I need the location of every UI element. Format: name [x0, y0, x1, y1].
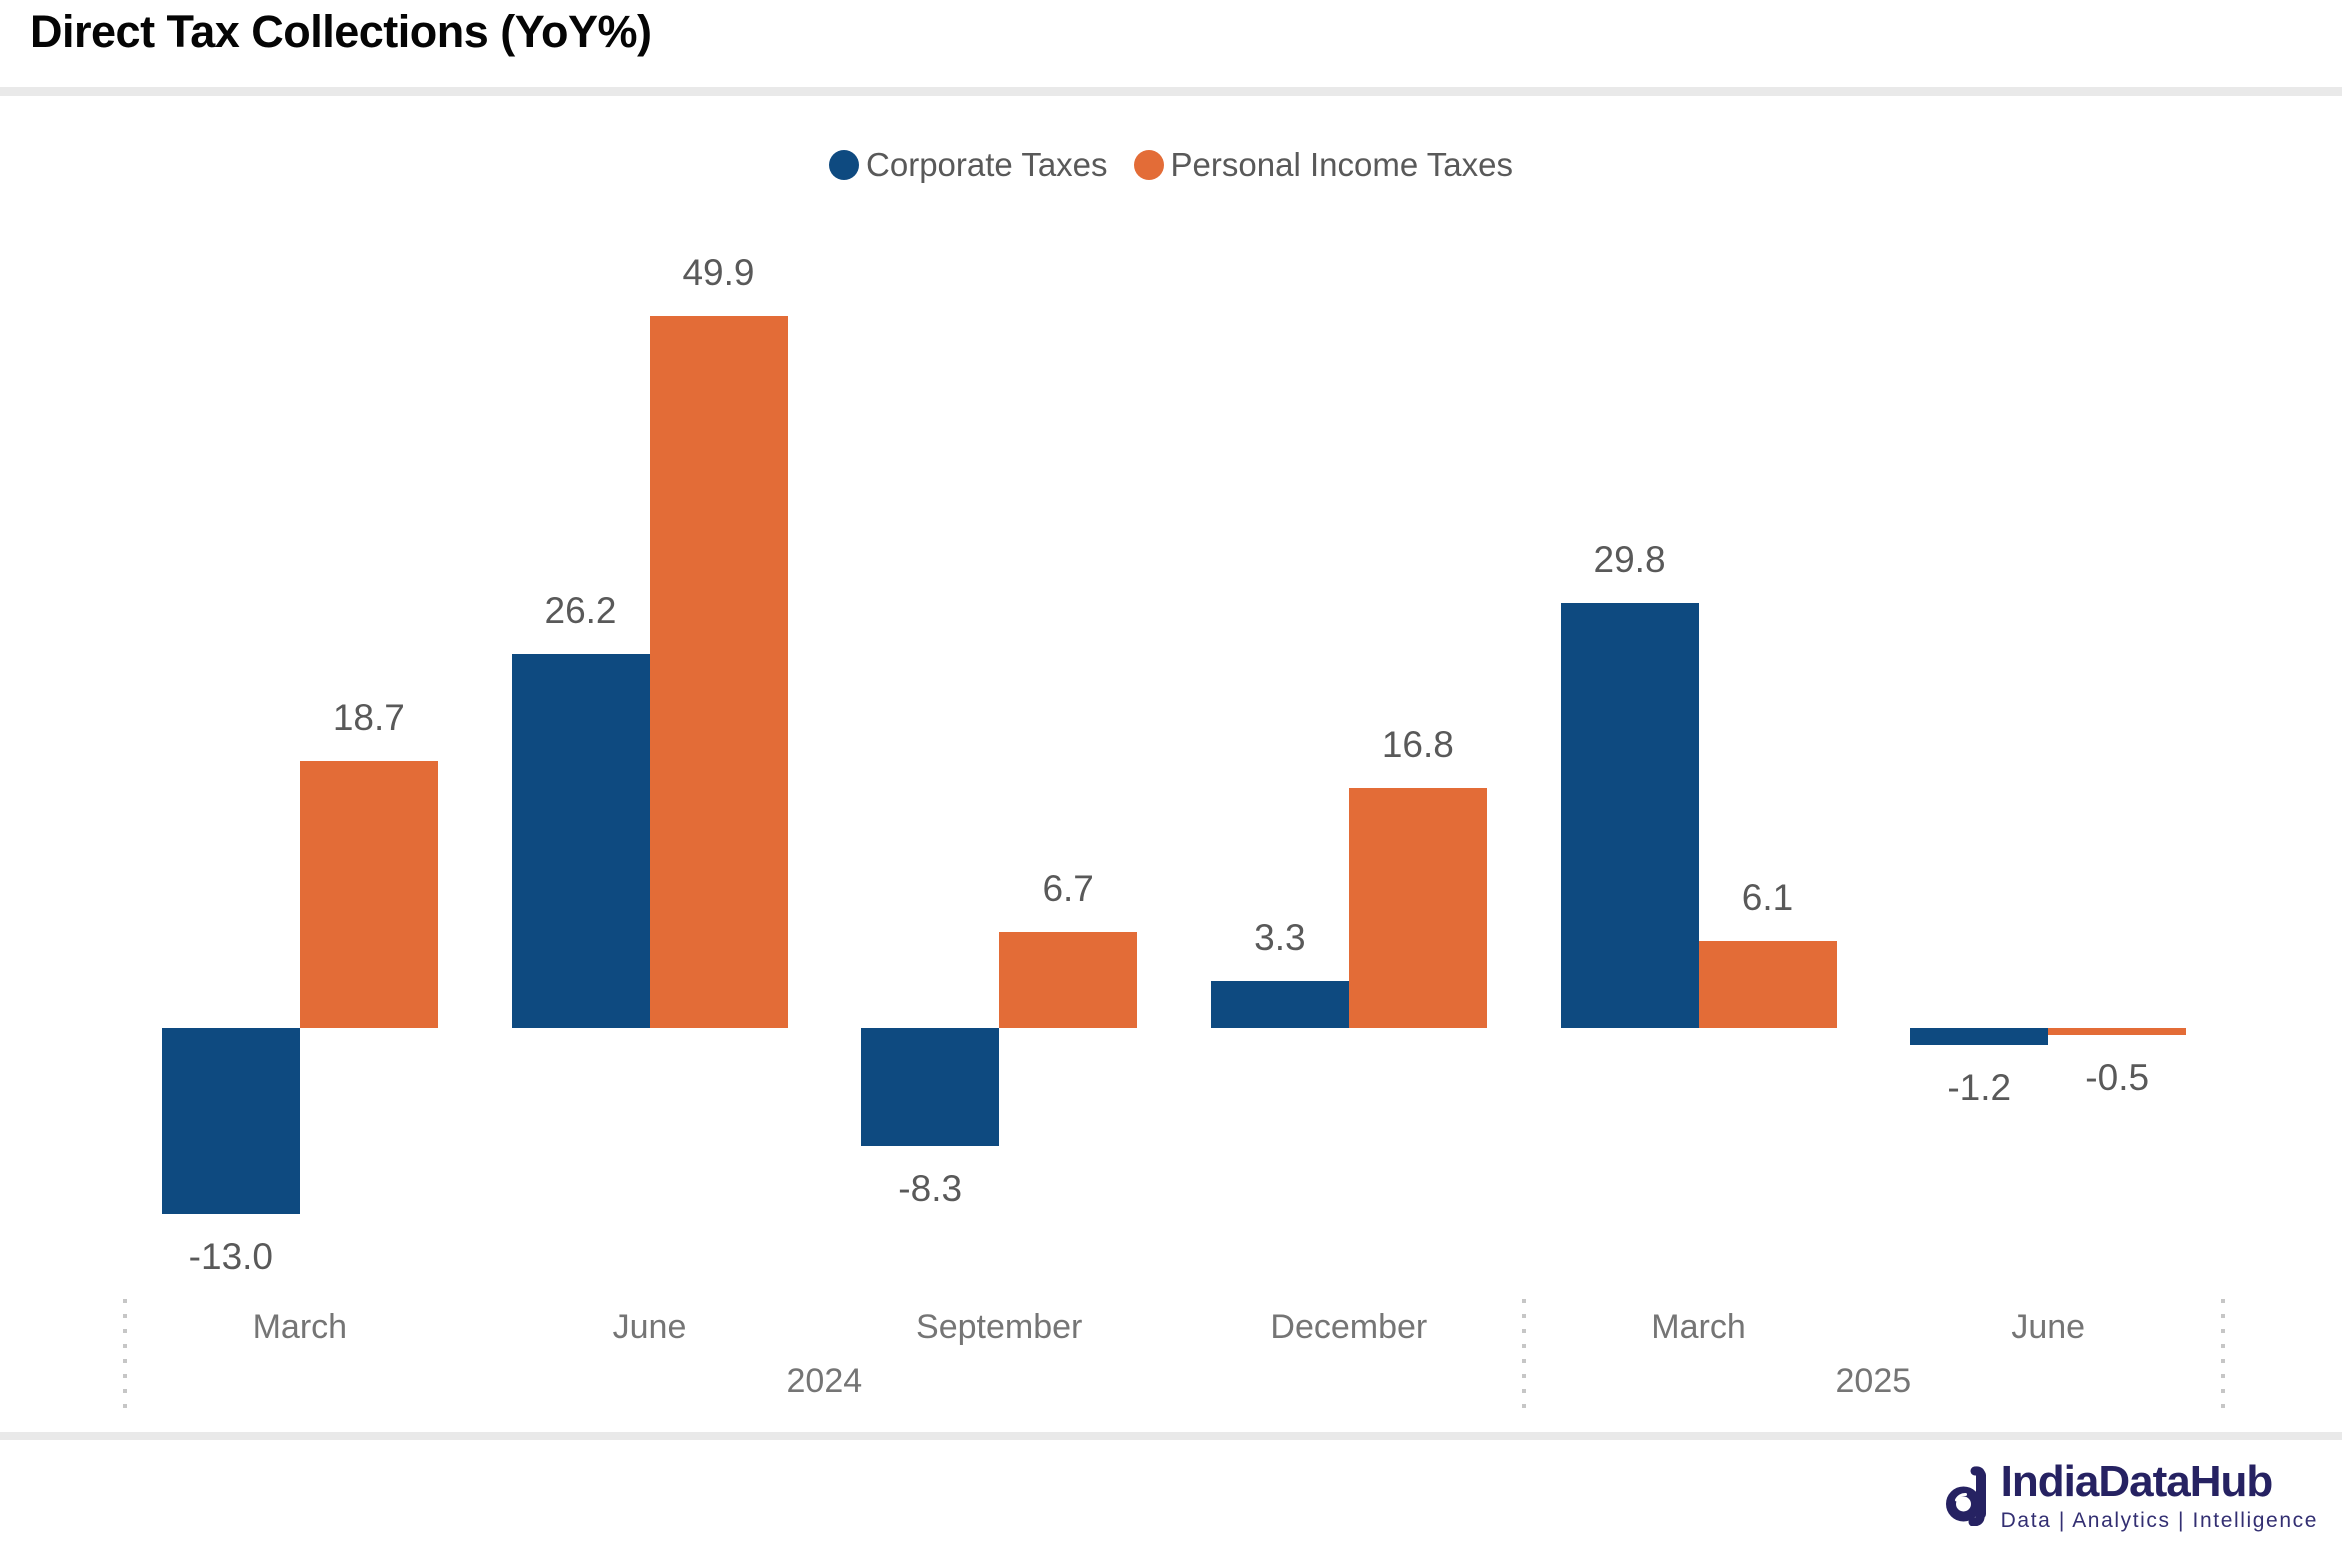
bar-group-march-0: -13.0 18.7: [125, 200, 475, 1300]
bar-corporate-taxes-december-3: [1210, 980, 1349, 1028]
bar-personal-income-taxes-march-0: [299, 761, 438, 1028]
bar-group-june-5: -1.2 -0.5: [1873, 200, 2223, 1300]
bar-group-december-3: 3.3 16.8: [1174, 200, 1524, 1300]
value-label-corporate-taxes-june-1: 26.2: [544, 590, 617, 632]
indiadatahub-logo-icon: [1945, 1466, 1986, 1526]
value-label-corporate-taxes-march-4: 29.8: [1593, 538, 1666, 580]
year-label-2024: 2024: [786, 1362, 863, 1400]
month-label-december-3: December: [1270, 1308, 1428, 1346]
bar-corporate-taxes-june-5: [1910, 1028, 2049, 1046]
legend-item-personal-income-taxes: Personal Income Taxes: [1133, 146, 1513, 184]
month-label-june-5: June: [2011, 1308, 2086, 1346]
value-label-corporate-taxes-september-2: -8.3: [898, 1168, 963, 1210]
logo-text-block: IndiaDataHub Data | Analytics | Intellig…: [2001, 1458, 2318, 1533]
brand-name: IndiaDataHub: [2000, 1457, 2274, 1506]
year-separator-line: [2221, 1299, 2225, 1417]
value-label-corporate-taxes-december-3: 3.3: [1254, 916, 1306, 958]
bar-personal-income-taxes-december-3: [1348, 788, 1487, 1028]
legend-label: Personal Income Taxes: [1170, 146, 1513, 183]
chart-title: Direct Tax Collections (YoY%): [30, 6, 652, 57]
legend-label: Corporate Taxes: [866, 146, 1108, 183]
month-label-march-0: March: [252, 1308, 348, 1346]
bar-personal-income-taxes-march-4: [1698, 940, 1837, 1028]
bar-chart-plot-area: -13.0 18.7 26.2 49.9 -8.3 6.7 3.3 16.8 29.8 6.1 -1…: [125, 200, 2223, 1300]
year-separator-line: [1521, 1299, 1526, 1417]
bar-corporate-taxes-march-4: [1560, 602, 1699, 1028]
legend-item-corporate-taxes: Corporate Taxes: [829, 146, 1108, 184]
bar-corporate-taxes-september-2: [861, 1028, 1000, 1147]
bar-group-march-4: 29.8 6.1: [1524, 200, 1874, 1300]
legend-dot-personal-income-taxes: [1133, 150, 1164, 180]
value-label-corporate-taxes-march-0: -13.0: [188, 1235, 274, 1277]
x-axis-month-labels: March June September December March June: [125, 1308, 2223, 1347]
bar-group-june-1: 26.2 49.9: [475, 200, 825, 1300]
value-label-personal-income-taxes-march-0: 18.7: [332, 697, 405, 739]
footer-branding: IndiaDataHub Data | Analytics | Intellig…: [1945, 1458, 2318, 1533]
title-divider: [0, 87, 2342, 96]
year-label-2025: 2025: [1835, 1362, 1912, 1400]
year-separator-line: [123, 1299, 127, 1417]
chart-legend: Corporate Taxes Personal Income Taxes: [0, 146, 2342, 184]
value-label-personal-income-taxes-september-2: 6.7: [1042, 868, 1094, 910]
bar-personal-income-taxes-june-5: [2048, 1028, 2187, 1036]
month-label-september-2: September: [916, 1308, 1083, 1346]
value-label-corporate-taxes-june-5: -1.2: [1947, 1067, 2012, 1109]
value-label-personal-income-taxes-june-5: -0.5: [2085, 1057, 2150, 1099]
value-label-personal-income-taxes-june-1: 49.9: [682, 251, 755, 293]
bar-corporate-taxes-june-1: [511, 654, 650, 1028]
month-label-june-1: June: [612, 1308, 687, 1346]
bar-personal-income-taxes-september-2: [999, 932, 1138, 1028]
bar-personal-income-taxes-june-1: [649, 315, 788, 1028]
brand-tagline: Data | Analytics | Intelligence: [2000, 1509, 2318, 1532]
month-label-march-4: March: [1651, 1308, 1746, 1346]
value-label-personal-income-taxes-march-4: 6.1: [1741, 876, 1794, 918]
bar-corporate-taxes-march-0: [161, 1028, 300, 1214]
footer-divider: [0, 1432, 2342, 1440]
value-label-personal-income-taxes-december-3: 16.8: [1381, 724, 1454, 766]
bar-group-september-2: -8.3 6.7: [824, 200, 1174, 1300]
legend-dot-corporate-taxes: [829, 150, 860, 180]
